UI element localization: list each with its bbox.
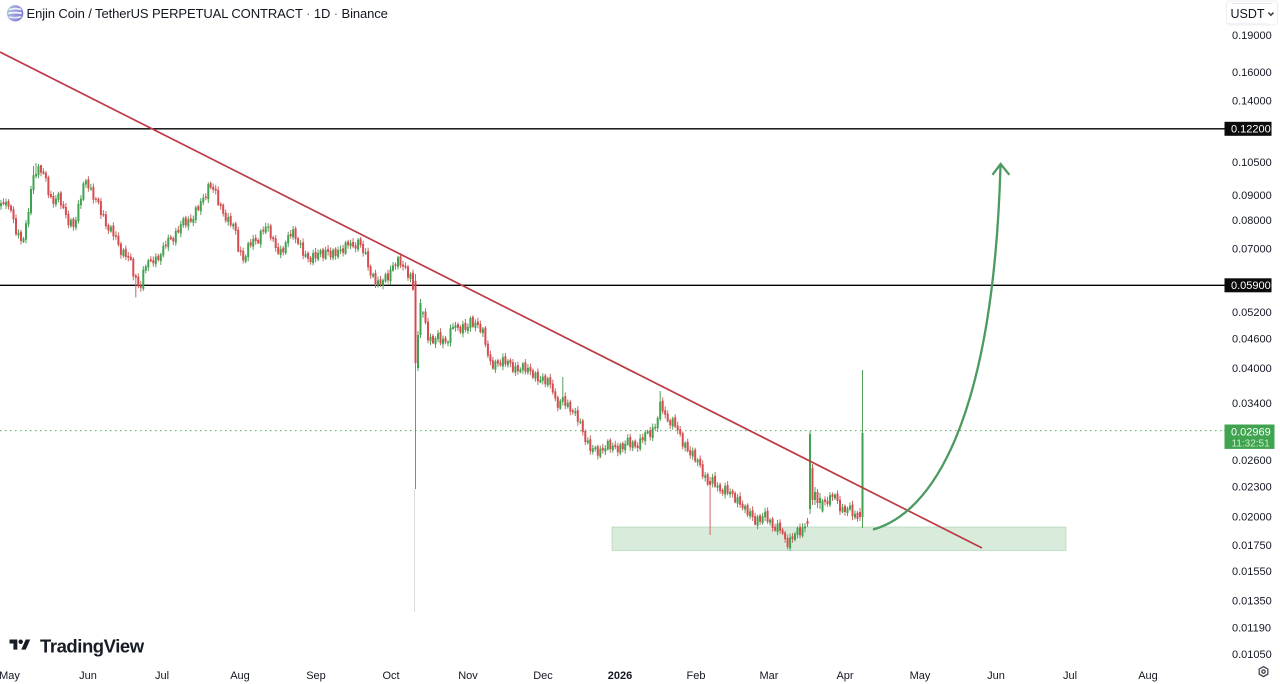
svg-text:0.01050: 0.01050	[1232, 649, 1272, 661]
svg-text:0.04600: 0.04600	[1232, 333, 1272, 345]
svg-text:Sep: Sep	[306, 670, 326, 682]
svg-text:0.19000: 0.19000	[1232, 30, 1272, 42]
svg-text:0.01750: 0.01750	[1232, 540, 1272, 552]
svg-text:Jul: Jul	[1063, 670, 1077, 682]
svg-text:0.08000: 0.08000	[1232, 215, 1272, 227]
svg-text:0.02600: 0.02600	[1232, 455, 1272, 467]
svg-text:Oct: Oct	[382, 670, 399, 682]
svg-text:0.03400: 0.03400	[1232, 398, 1272, 410]
svg-text:Jun: Jun	[987, 670, 1005, 682]
svg-text:0.01550: 0.01550	[1232, 566, 1272, 578]
svg-text:Apr: Apr	[836, 670, 853, 682]
svg-text:0.04000: 0.04000	[1232, 363, 1272, 375]
svg-text:0.02300: 0.02300	[1232, 481, 1272, 493]
svg-text:0.09000: 0.09000	[1232, 190, 1272, 202]
svg-text:Dec: Dec	[533, 670, 553, 682]
svg-text:0.16000: 0.16000	[1232, 67, 1272, 79]
svg-text:0.05900: 0.05900	[1231, 280, 1271, 292]
svg-text:11:32:51: 11:32:51	[1232, 439, 1271, 450]
svg-text:Mar: Mar	[760, 670, 779, 682]
svg-text:Jun: Jun	[79, 670, 97, 682]
svg-text:0.01350: 0.01350	[1232, 595, 1272, 607]
svg-text:May: May	[910, 670, 931, 682]
svg-text:0.01190: 0.01190	[1232, 622, 1271, 634]
svg-text:TradingView: TradingView	[40, 635, 145, 656]
svg-text:0.07000: 0.07000	[1232, 244, 1272, 256]
svg-text:Feb: Feb	[687, 670, 706, 682]
svg-text:May: May	[0, 670, 20, 682]
svg-text:0.02000: 0.02000	[1232, 511, 1272, 523]
svg-text:0.14000: 0.14000	[1232, 96, 1272, 108]
svg-text:Enjin Coin / TetherUS PERPETUA: Enjin Coin / TetherUS PERPETUAL CONTRACT…	[27, 6, 388, 21]
svg-text:Aug: Aug	[230, 670, 250, 682]
svg-text:Aug: Aug	[1138, 670, 1158, 682]
svg-text:USDT: USDT	[1231, 7, 1265, 21]
svg-text:Nov: Nov	[458, 670, 478, 682]
svg-text:Jul: Jul	[155, 670, 169, 682]
svg-text:0.10500: 0.10500	[1232, 157, 1272, 169]
svg-text:0.12200: 0.12200	[1231, 124, 1271, 136]
svg-text:0.05200: 0.05200	[1232, 307, 1272, 319]
svg-text:0.02969: 0.02969	[1231, 427, 1271, 439]
svg-text:2026: 2026	[608, 670, 632, 682]
